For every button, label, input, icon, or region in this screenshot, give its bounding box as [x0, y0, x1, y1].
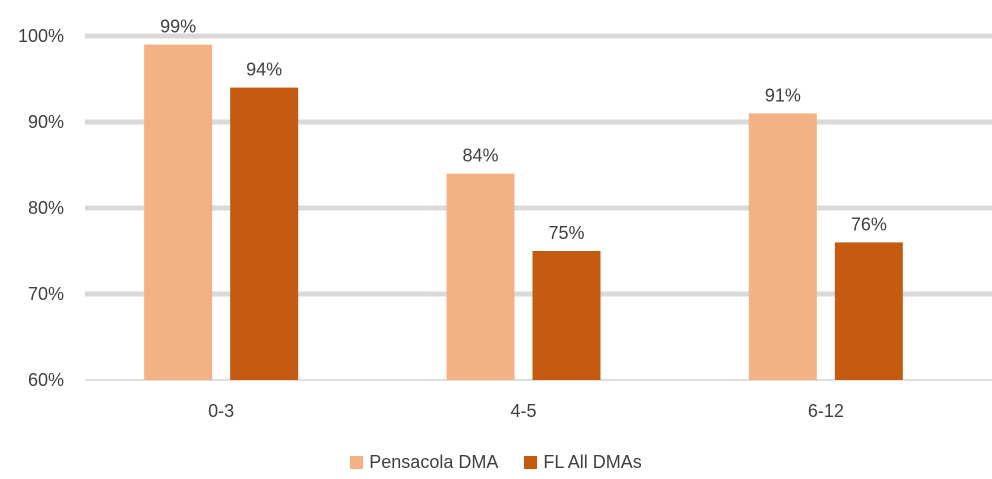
data-label: 99% — [160, 17, 196, 37]
x-axis-tick-labels: 0-3 4-5 6-12 — [208, 401, 844, 421]
data-label: 94% — [246, 60, 282, 80]
legend-swatch-fl-all-dmas — [524, 456, 538, 469]
bar — [230, 87, 299, 380]
data-label: 91% — [765, 85, 801, 105]
y-tick-label: 100% — [18, 26, 64, 46]
legend: Pensacola DMA FL All DMAs — [0, 452, 992, 473]
bar-chart: 60% 70% 80% 90% 100% 99% 94% 84% 75% 91% 76% 0-3 4… — [18, 17, 992, 421]
y-tick-label: 70% — [28, 284, 64, 304]
legend-label-pensacola-dma: Pensacola DMA — [369, 452, 499, 472]
x-tick-label: 6-12 — [808, 401, 844, 421]
y-tick-label: 90% — [28, 112, 64, 132]
bar — [748, 113, 817, 381]
data-label: 76% — [851, 214, 887, 234]
legend-item-fl-all-dmas: FL All DMAs — [524, 452, 642, 473]
legend-item-pensacola-dma: Pensacola DMA — [350, 452, 498, 473]
bar — [144, 44, 213, 380]
data-label: 84% — [462, 146, 498, 166]
data-label: 75% — [548, 223, 584, 243]
x-tick-label: 4-5 — [510, 401, 536, 421]
y-tick-label: 60% — [28, 370, 64, 390]
x-tick-label: 0-3 — [208, 401, 234, 421]
bar — [532, 251, 601, 380]
y-axis-tick-labels: 60% 70% 80% 90% 100% — [18, 26, 64, 390]
data-labels: 99% 94% 84% 75% 91% 76% — [160, 17, 887, 243]
bars — [144, 44, 903, 381]
legend-swatch-pensacola-dma — [350, 456, 364, 469]
y-tick-label: 80% — [28, 198, 64, 218]
bar — [834, 242, 903, 380]
legend-label-fl-all-dmas: FL All DMAs — [543, 452, 642, 472]
bar — [446, 173, 515, 380]
